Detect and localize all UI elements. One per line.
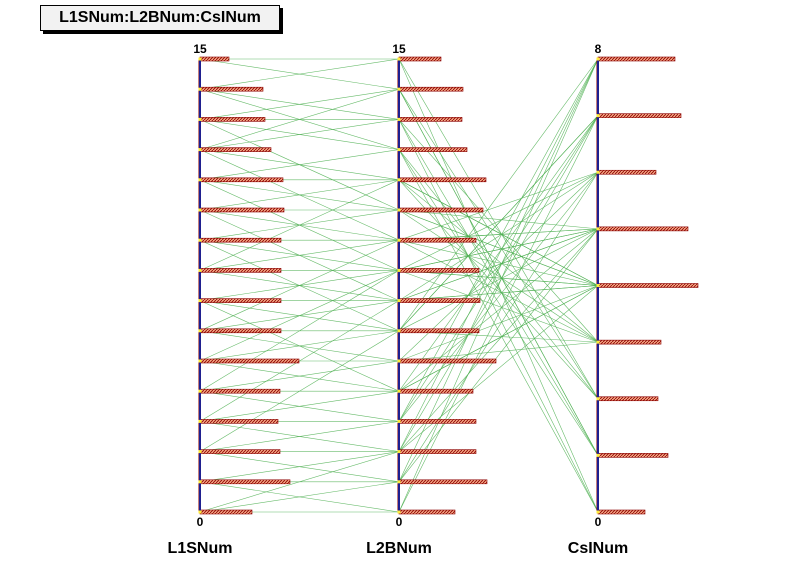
axis-tick-marker [198, 329, 202, 333]
histogram-bar [597, 283, 699, 288]
histogram-bar [398, 358, 497, 364]
histogram-bar [398, 177, 487, 183]
axis-tick-marker [397, 238, 401, 242]
histogram-bar [199, 358, 300, 364]
axis-max-label: 15 [193, 42, 207, 56]
histogram-bar [597, 339, 662, 345]
histogram-bar [597, 226, 689, 232]
histogram-bar [398, 207, 484, 213]
histogram-bar [199, 117, 266, 122]
axis-tick-marker [596, 170, 600, 174]
histogram-bar [398, 86, 464, 92]
histogram-bar [597, 113, 682, 118]
axis-tick-marker [397, 299, 401, 303]
histogram-bar [398, 509, 456, 515]
axis-tick-marker [397, 480, 401, 484]
histogram-bar [398, 328, 480, 334]
axis-tick-marker [397, 208, 401, 212]
axis-max-label: 15 [392, 42, 406, 56]
histogram-bar [199, 207, 285, 213]
axis-tick-marker [198, 419, 202, 423]
axis-tick-marker [596, 340, 600, 344]
axis-tick-marker [198, 87, 202, 91]
axis-tick-marker [596, 227, 600, 231]
axis-tick-marker [397, 57, 401, 61]
axis-tick-marker [397, 450, 401, 454]
axis-tick-marker [198, 178, 202, 182]
axis-tick-marker [198, 480, 202, 484]
axis-tick-marker [198, 359, 202, 363]
axis-tick-marker [198, 510, 202, 514]
histogram-bar [398, 479, 488, 485]
axes-layer [198, 57, 600, 514]
axis-tick-marker [397, 268, 401, 272]
histogram-bar [199, 479, 291, 485]
axis-tick-marker [198, 268, 202, 272]
histogram-bar [398, 298, 481, 303]
axis-tick-marker [198, 148, 202, 152]
histogram-bar [398, 147, 468, 152]
axis-name-label: CsINum [568, 540, 628, 557]
histogram-bar [398, 449, 477, 454]
histogram-bar [199, 237, 282, 243]
chart-title: L1SNum:L2BNum:CsINum [40, 5, 280, 31]
axis-tick-marker [397, 419, 401, 423]
axis-tick-marker [198, 238, 202, 242]
axis-name-label: L2BNum [366, 540, 432, 557]
histogram-bar [199, 147, 272, 152]
axis-tick-marker [596, 284, 600, 287]
axis-tick-marker [397, 510, 401, 514]
axis-min-label: 0 [396, 515, 403, 529]
axis-tick-marker [596, 114, 600, 118]
axis-min-label: 0 [197, 515, 204, 529]
axis-tick-marker [198, 208, 202, 212]
histogram-bar [597, 56, 676, 62]
histogram-bar [199, 86, 264, 92]
axis-tick-marker [397, 178, 401, 182]
axis-tick-marker [397, 87, 401, 91]
histogram-bar [597, 396, 659, 402]
axis-tick-marker [397, 148, 401, 152]
histogram-bar [199, 449, 281, 454]
histogram-bar [199, 56, 230, 62]
histogram-bar [398, 388, 474, 394]
axis-max-label: 8 [595, 42, 602, 56]
axis-tick-marker [198, 117, 202, 121]
labels-layer: 15 0 L1SNum 15 0 L2BNum 8 0 CsINum [168, 42, 629, 557]
histogram-bar [597, 453, 669, 458]
histogram-bar [398, 237, 477, 243]
axis-tick-marker [596, 510, 600, 514]
histogram-bar [199, 419, 279, 424]
axis-tick-marker [397, 329, 401, 333]
histogram-bar [398, 117, 463, 122]
axis-tick-marker [596, 397, 600, 401]
histogram-bar [597, 509, 646, 515]
histogram-bar [597, 169, 657, 175]
histogram-bar [199, 268, 282, 273]
axis-tick-marker [596, 453, 600, 457]
histogram-bar [398, 419, 477, 424]
histogram-bar [199, 388, 281, 394]
histogram-bar [398, 268, 480, 273]
axis-tick-marker [198, 57, 202, 61]
axis-tick-marker [198, 389, 202, 393]
histogram-bar [199, 328, 282, 334]
axis-tick-marker [596, 57, 600, 61]
axis-tick-marker [397, 359, 401, 363]
histogram-bar [398, 56, 442, 62]
axis-tick-marker [198, 450, 202, 454]
axis-name-label: L1SNum [168, 540, 233, 557]
histogram-bar [199, 177, 284, 183]
axis-tick-marker [198, 299, 202, 303]
histogram-bar [199, 298, 282, 303]
histogram-bar [199, 509, 253, 515]
axis-tick-marker [397, 389, 401, 393]
axis-min-label: 0 [595, 515, 602, 529]
histogram-bars-layer [199, 56, 699, 515]
axis-tick-marker [397, 117, 401, 121]
